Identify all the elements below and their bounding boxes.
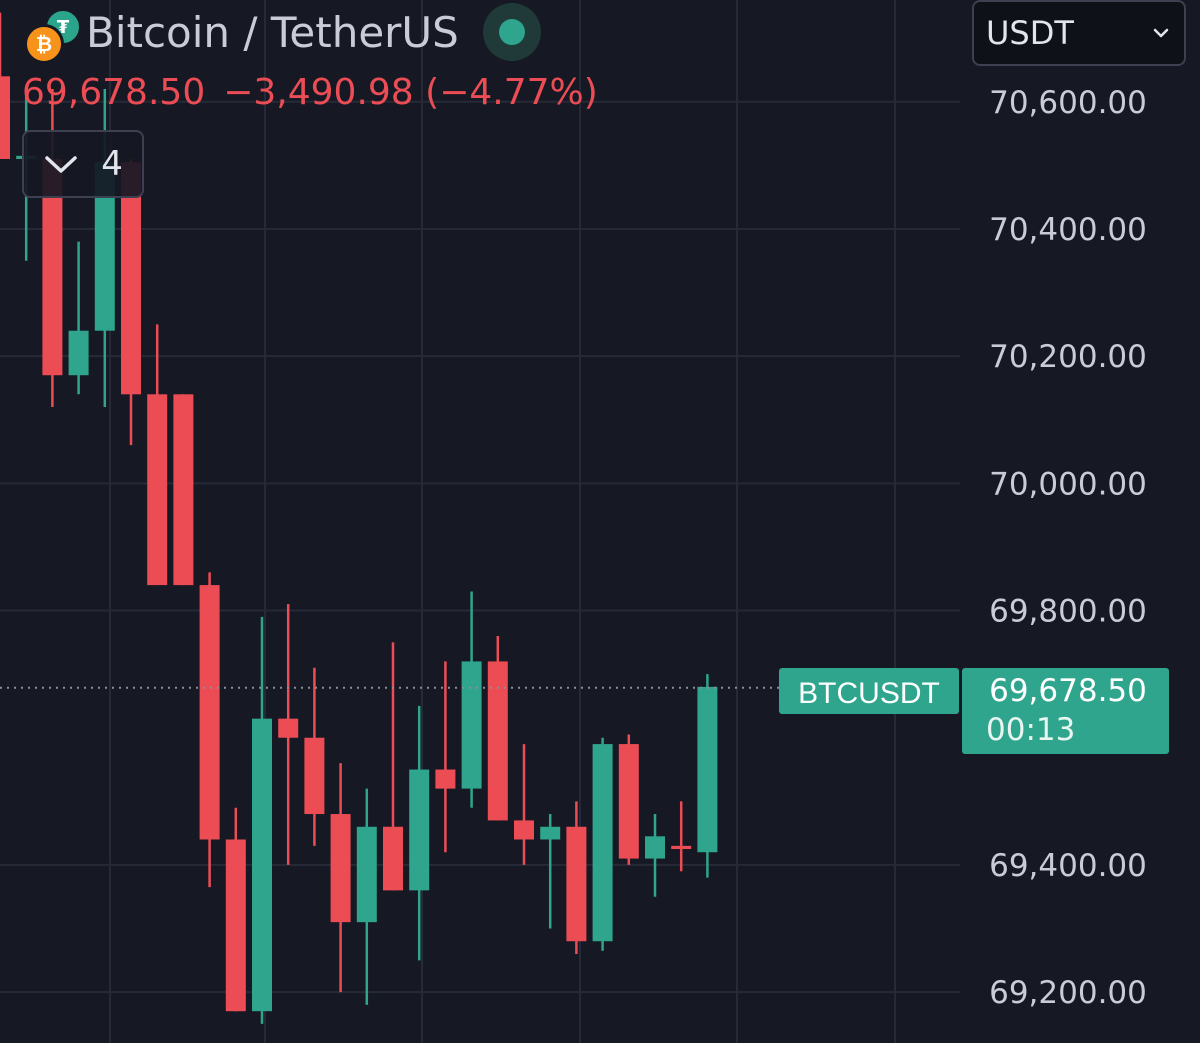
candle [330, 763, 351, 993]
candle-body [356, 826, 377, 923]
candle [487, 635, 508, 821]
price-axis-tick: 69,400.00 [989, 848, 1147, 884]
candle-body [409, 769, 430, 891]
candle-body [121, 162, 141, 395]
candle [540, 814, 561, 929]
candle-body [461, 661, 482, 789]
candle-body [514, 820, 534, 840]
price-axis-tick: 70,400.00 [989, 212, 1147, 248]
price-axis-tick: 69,200.00 [989, 975, 1147, 1011]
candle [121, 158, 141, 446]
pair-title[interactable]: Bitcoin / TetherUS [86, 7, 459, 57]
candle-body [278, 718, 299, 738]
candle-body [592, 744, 613, 942]
candle [461, 591, 482, 808]
candle [618, 734, 639, 865]
candle [383, 642, 403, 891]
candle [147, 324, 168, 586]
candle-body [173, 394, 194, 586]
candle-body [383, 826, 403, 891]
candle-body [304, 737, 325, 815]
candle [225, 807, 246, 1012]
candle [671, 801, 692, 872]
candle [514, 744, 534, 865]
candle-body [225, 839, 246, 1012]
candle-body [94, 162, 115, 331]
candle [566, 801, 587, 954]
candle-body [540, 826, 561, 840]
market-status-icon[interactable] [482, 3, 541, 61]
last-price: 69,678.50 [22, 72, 206, 113]
candle [592, 737, 613, 951]
candle-body [566, 826, 587, 942]
candle-body [697, 686, 718, 853]
chevron-down-icon [1153, 28, 1169, 38]
candle-body [199, 585, 220, 840]
candle [68, 241, 89, 395]
chart-grid [0, 0, 960, 1043]
candle-body [252, 718, 272, 1012]
candle [252, 616, 272, 1024]
currency-select[interactable]: USDT [972, 0, 1186, 66]
coin-icons: ₮ ₿ [22, 4, 82, 64]
currency-select-value: USDT [986, 14, 1074, 52]
bar-countdown: 00:13 [986, 712, 1075, 748]
price-change-percent: (−4.77%) [425, 72, 598, 113]
indicator-count: 4 [101, 144, 123, 184]
bitcoin-icon: ₿ [24, 24, 64, 64]
candle-body [618, 744, 639, 859]
candle [356, 788, 377, 1005]
candle [697, 674, 718, 878]
price-axis-tick: 70,000.00 [989, 466, 1147, 502]
candle [278, 604, 299, 865]
candle-body [435, 769, 456, 789]
indicators-collapse-button[interactable]: 4 [22, 130, 144, 198]
price-change: −3,490.98 [223, 72, 414, 113]
candle [0, 12, 10, 159]
candle [173, 394, 194, 586]
candle-body [330, 814, 351, 923]
candle-body [42, 158, 63, 376]
candle [409, 705, 430, 961]
price-summary: 69,678.50 −3,490.98 (−4.77%) [22, 72, 598, 113]
price-axis-tick: 70,200.00 [989, 339, 1147, 375]
candle [199, 572, 220, 888]
candles [0, 12, 718, 1024]
price-axis-tick: 70,600.00 [989, 85, 1147, 121]
last-price-tag: BTCUSDT 69,678.50 00:13 [779, 668, 1169, 754]
candle-body [671, 845, 692, 850]
price-axis[interactable]: 70,600.00 70,400.00 70,200.00 70,000.00 69,8… [989, 85, 1147, 1011]
candle-body [0, 76, 10, 159]
candle [645, 814, 665, 897]
candle-body [147, 394, 168, 586]
candle-body [645, 836, 665, 859]
price-tag-value: 69,678.50 [989, 673, 1147, 709]
candle [304, 667, 325, 846]
symbol-header: ₮ ₿ Bitcoin / TetherUS 69,678.50 −3,490.… [22, 3, 598, 113]
candle-body [68, 330, 89, 376]
symbol-tag-label: BTCUSDT [798, 677, 940, 710]
price-axis-tick: 69,800.00 [989, 594, 1147, 630]
candle [435, 661, 456, 853]
chevron-down-icon [45, 156, 77, 173]
candle-body [487, 661, 508, 821]
